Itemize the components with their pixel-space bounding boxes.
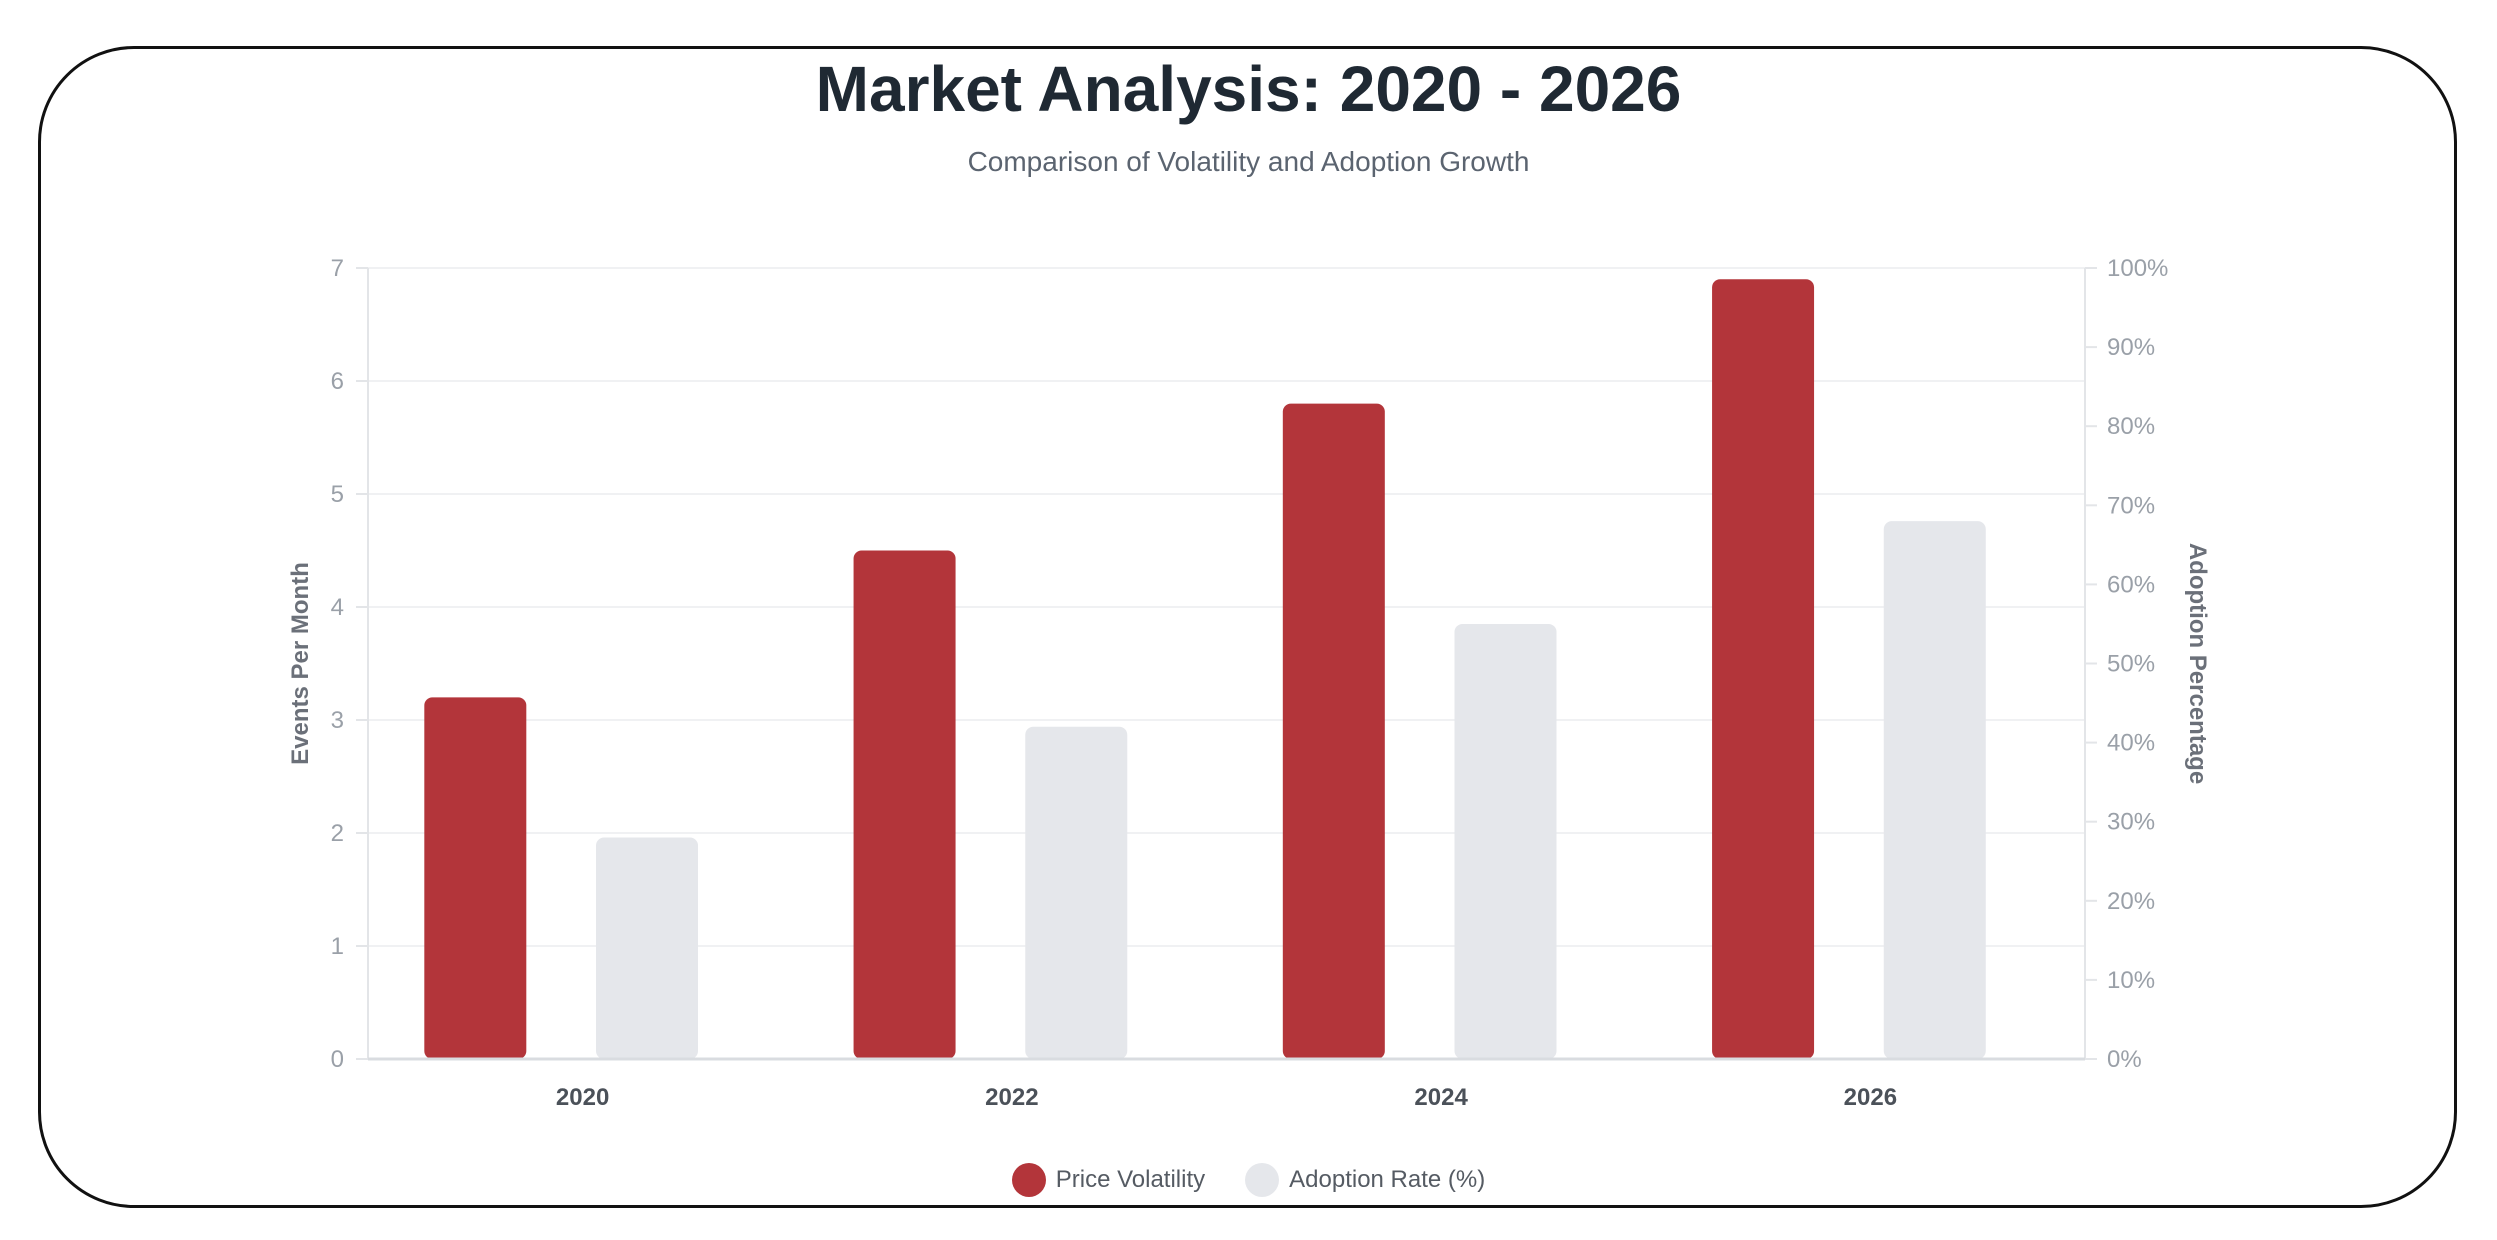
bar-adoption-rate <box>1454 623 1557 1059</box>
chart-title: Market Analysis: 2020 - 2026 <box>815 53 1682 125</box>
y-right-tick-label: 40% <box>2107 730 2155 757</box>
chart-subtitle: Comparison of Volatility and Adoption Gr… <box>967 146 1530 177</box>
y-left-tick-label: 5 <box>331 481 344 508</box>
y-left-tick-label: 3 <box>331 707 344 734</box>
y-right-tick-label: 100% <box>2107 255 2168 282</box>
legend-swatch-adoption-rate <box>1245 1163 1280 1197</box>
x-tick-label: 2022 <box>985 1084 1038 1111</box>
bar-price-volatility <box>1282 403 1385 1060</box>
y-left-tick-label: 7 <box>331 255 344 282</box>
x-tick-label: 2024 <box>1414 1084 1468 1111</box>
y-left-tick-label: 0 <box>331 1046 344 1073</box>
bar-price-volatility <box>424 697 527 1059</box>
y-left-axis-title: Events Per Month <box>287 562 314 765</box>
chart-legend: Price Volatility Adoption Rate (%) <box>0 1160 2497 1200</box>
bar-price-volatility <box>1712 279 1815 1059</box>
y-right-tick-label: 70% <box>2107 492 2155 519</box>
bar-adoption-rate <box>1883 521 1986 1059</box>
y-right-tick-label: 20% <box>2107 888 2155 915</box>
y-right-tick-label: 0% <box>2107 1046 2142 1073</box>
bar-adoption-rate <box>1025 726 1128 1059</box>
legend-label-price-volatility: Price Volatility <box>1055 1166 1206 1193</box>
y-right-axis-title: Adoption Percentage <box>2184 543 2211 784</box>
y-left-tick-label: 4 <box>331 594 344 621</box>
legend-swatch-price-volatility <box>1011 1163 1046 1197</box>
legend-item-adoption-rate[interactable]: Adoption Rate (%) <box>1245 1163 1485 1197</box>
y-right-tick-label: 50% <box>2107 651 2155 678</box>
y-right-tick-label: 90% <box>2107 334 2155 361</box>
legend-item-price-volatility[interactable]: Price Volatility <box>1011 1163 1206 1197</box>
y-right-tick-label: 80% <box>2107 413 2155 440</box>
bar-price-volatility <box>853 550 956 1059</box>
y-right-tick-label: 10% <box>2107 967 2155 994</box>
y-left-tick-label: 2 <box>331 820 344 847</box>
x-tick-label: 2026 <box>1844 1084 1897 1111</box>
y-left-tick-label: 6 <box>331 368 344 395</box>
y-right-tick-label: 60% <box>2107 571 2155 598</box>
y-right-tick-label: 30% <box>2107 809 2155 836</box>
x-tick-label: 2020 <box>556 1084 609 1111</box>
y-left-tick-label: 1 <box>331 933 344 960</box>
legend-label-adoption-rate: Adoption Rate (%) <box>1289 1166 1486 1193</box>
bar-adoption-rate <box>596 837 699 1059</box>
